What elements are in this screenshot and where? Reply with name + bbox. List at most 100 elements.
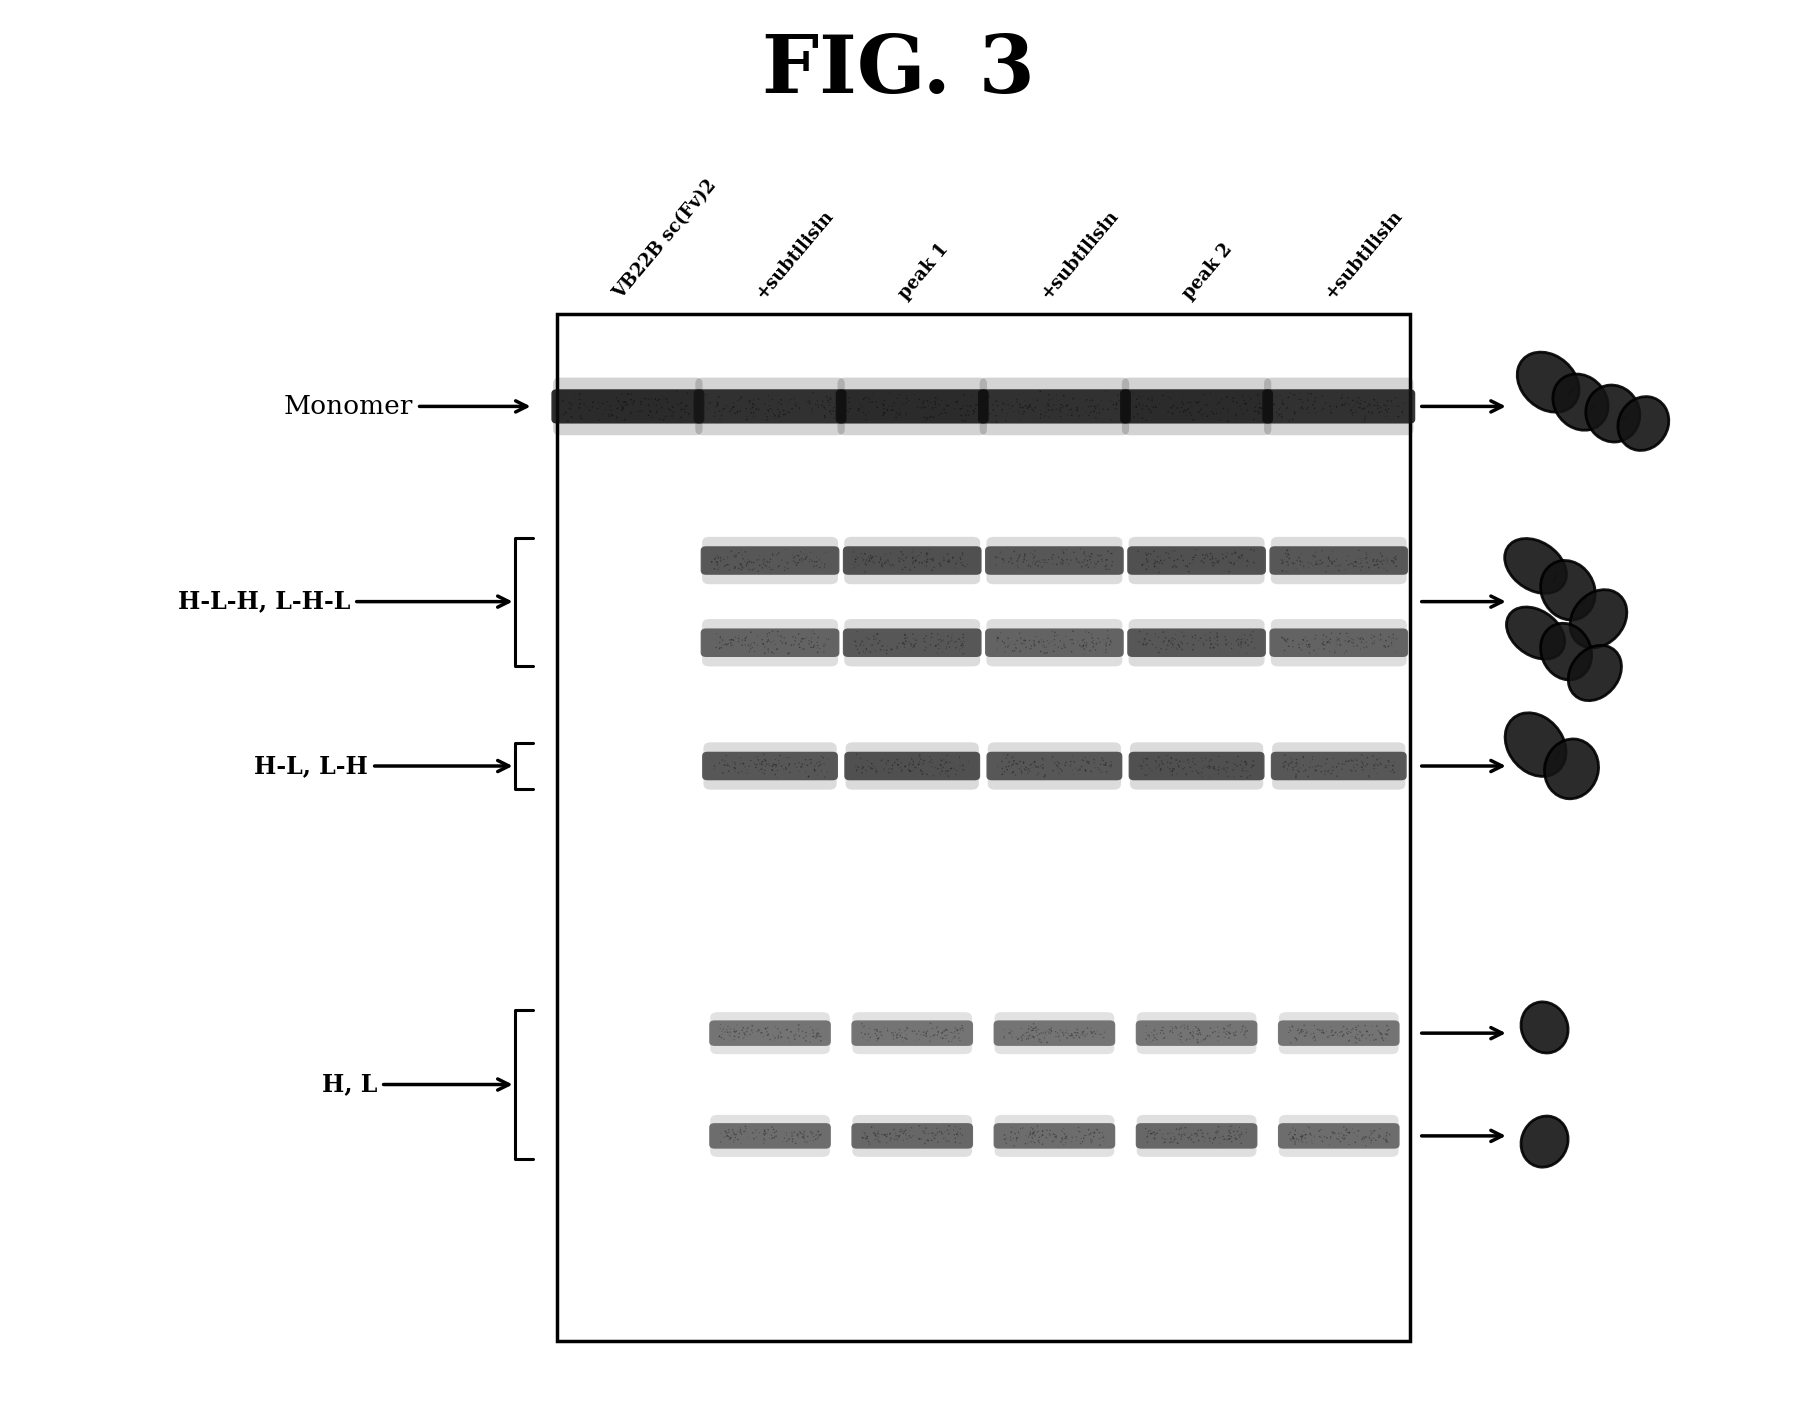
Point (1327, 392, 1356, 415)
Point (785, 752, 814, 775)
Point (1054, 398, 1083, 421)
Point (1327, 394, 1356, 417)
Point (1336, 1020, 1365, 1043)
Point (1131, 632, 1160, 655)
Point (1191, 624, 1219, 646)
Point (1063, 551, 1092, 574)
Point (1045, 398, 1074, 421)
Point (1327, 1020, 1356, 1043)
Point (1162, 749, 1191, 772)
Point (1367, 542, 1395, 565)
Point (1022, 1016, 1051, 1039)
Point (1376, 1123, 1404, 1146)
Point (1282, 763, 1311, 786)
Point (1085, 1134, 1114, 1157)
Point (785, 397, 814, 420)
Point (1288, 1126, 1316, 1149)
Point (1209, 397, 1237, 420)
Point (916, 1026, 945, 1049)
Point (749, 557, 778, 579)
Point (1027, 748, 1056, 771)
Point (1365, 746, 1394, 769)
Point (1279, 1127, 1307, 1150)
Point (912, 555, 941, 578)
Ellipse shape (1505, 538, 1566, 594)
Point (1347, 552, 1376, 575)
FancyBboxPatch shape (702, 537, 839, 584)
Point (754, 629, 783, 652)
Point (566, 397, 594, 420)
Point (765, 401, 794, 424)
Point (797, 631, 826, 654)
Point (893, 1023, 921, 1046)
Point (1365, 549, 1394, 572)
Point (1345, 395, 1374, 418)
Point (1268, 392, 1297, 415)
Point (990, 1026, 1018, 1049)
Point (1128, 398, 1157, 421)
Point (1006, 1017, 1034, 1040)
Point (801, 1124, 830, 1147)
Point (880, 1127, 909, 1150)
Point (735, 641, 763, 664)
Point (711, 1120, 740, 1143)
Point (1069, 1023, 1097, 1046)
Point (997, 753, 1026, 776)
Point (769, 402, 797, 425)
Point (1149, 1027, 1178, 1050)
Point (1316, 622, 1345, 645)
Point (1378, 628, 1406, 651)
Point (1083, 1119, 1112, 1142)
Point (1300, 387, 1329, 410)
Point (727, 544, 756, 567)
Point (1139, 634, 1167, 656)
Point (1004, 554, 1033, 577)
Point (747, 758, 776, 781)
Point (1079, 635, 1108, 658)
Point (675, 385, 704, 408)
Point (889, 631, 918, 654)
Point (1286, 549, 1315, 572)
Point (1302, 552, 1331, 575)
Point (1333, 1022, 1361, 1045)
Point (1307, 632, 1336, 655)
Point (1058, 632, 1087, 655)
Point (857, 641, 885, 664)
Point (1078, 542, 1106, 565)
Point (1011, 629, 1040, 652)
Point (1144, 545, 1173, 568)
Point (1182, 1122, 1211, 1144)
Point (943, 1019, 972, 1042)
Point (1097, 554, 1126, 577)
Point (1085, 545, 1114, 568)
Point (1092, 548, 1121, 571)
Point (1029, 1119, 1058, 1142)
Point (1158, 394, 1187, 417)
Point (792, 1022, 821, 1045)
Ellipse shape (1505, 714, 1566, 776)
Point (1372, 559, 1401, 582)
Point (612, 391, 641, 414)
Point (745, 554, 774, 577)
Point (1209, 547, 1237, 569)
Point (1295, 395, 1324, 418)
Point (1297, 382, 1325, 405)
Point (1045, 1029, 1074, 1052)
Point (999, 552, 1027, 575)
Point (927, 628, 955, 651)
Point (776, 388, 805, 411)
Point (864, 1120, 893, 1143)
Point (1130, 634, 1158, 656)
Point (1232, 753, 1261, 776)
Point (1051, 1123, 1079, 1146)
Point (1063, 759, 1092, 782)
Point (858, 634, 887, 656)
Point (900, 545, 929, 568)
Point (948, 642, 977, 665)
Point (1078, 542, 1106, 565)
Point (930, 1120, 959, 1143)
Point (860, 1129, 889, 1152)
Point (1167, 1124, 1196, 1147)
Point (855, 1023, 884, 1046)
Point (799, 1025, 828, 1047)
